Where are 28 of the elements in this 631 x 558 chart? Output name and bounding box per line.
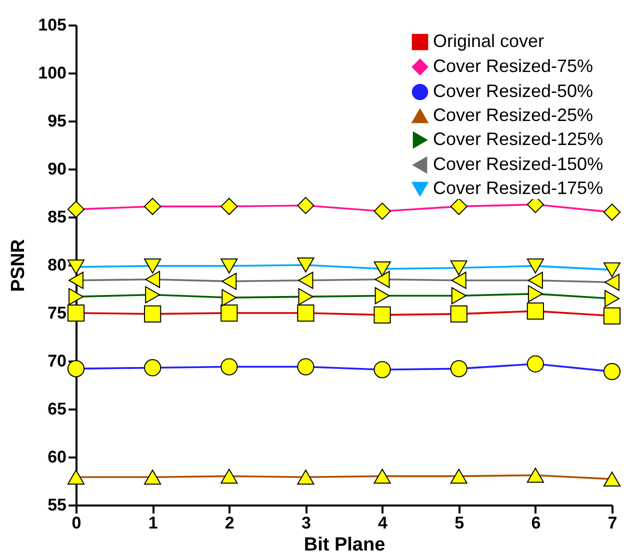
x-tick-label: 2: [224, 514, 234, 532]
y-tick-label: 80: [48, 256, 66, 274]
y-tick-label: 75: [48, 304, 66, 322]
x-tick-label: 7: [608, 514, 618, 532]
x-tick-label: 5: [454, 514, 464, 532]
legend-label: Cover Resized-150%: [433, 154, 604, 174]
legend-label: Original cover: [433, 31, 544, 51]
legend-label: Cover Resized-175%: [433, 178, 604, 198]
legend-label: Cover Resized-125%: [433, 129, 604, 149]
legend-label: Cover Resized-75%: [433, 56, 594, 76]
y-tick-label: 55: [48, 496, 66, 514]
y-tick-label: 95: [48, 112, 66, 130]
y-axis-title: PSNR: [8, 238, 30, 292]
x-tick-label: 0: [72, 514, 82, 532]
legend-label: Cover Resized-25%: [433, 105, 594, 125]
y-tick-label: 60: [48, 448, 66, 466]
y-tick-label: 70: [48, 352, 66, 370]
x-tick-label: 4: [378, 514, 388, 532]
x-tick-label: 3: [301, 514, 311, 532]
y-tick-label: 65: [48, 400, 66, 418]
y-tick-label: 105: [38, 16, 66, 34]
y-tick-label: 100: [38, 64, 66, 82]
x-tick-label: 1: [148, 514, 158, 532]
x-tick-label: 6: [531, 514, 541, 532]
y-tick-label: 90: [48, 160, 66, 178]
y-tick-label: 85: [48, 208, 66, 226]
legend-label: Cover Resized-50%: [433, 81, 594, 101]
x-axis-title: Bit Plane: [304, 534, 386, 556]
